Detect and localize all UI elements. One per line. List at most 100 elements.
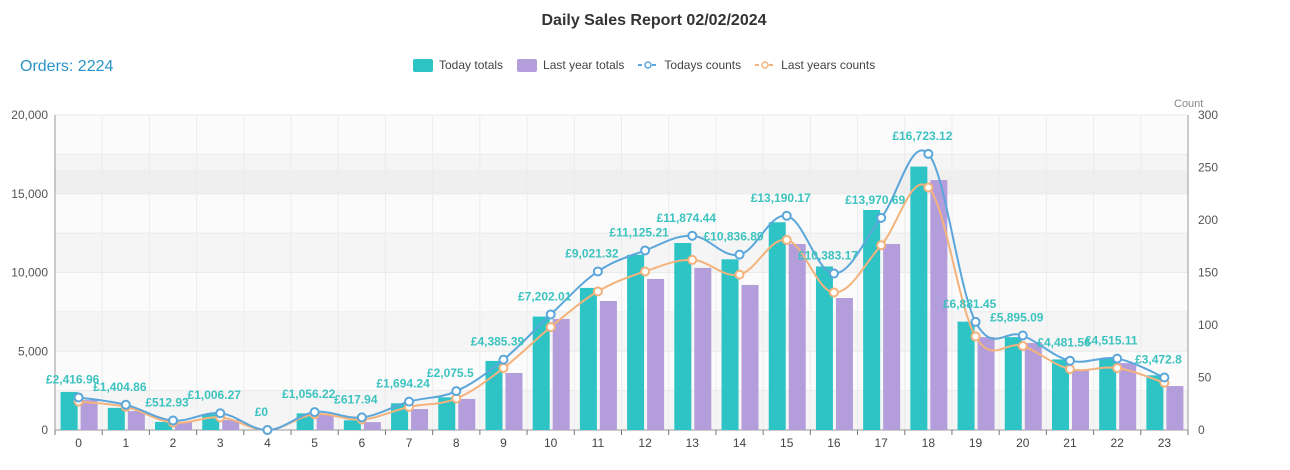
data-label: £617.94 (334, 392, 378, 406)
point-last-years-counts (970, 331, 981, 342)
orders-count: Orders: 2224 (20, 58, 114, 75)
point-todays-counts (970, 316, 981, 327)
point-todays-counts (876, 212, 887, 223)
point-todays-counts (1017, 330, 1028, 341)
y-right-tick-label: 100 (1198, 318, 1218, 332)
line-marker-icon (638, 61, 659, 69)
y-left-tick-label: 0 (41, 423, 48, 437)
data-label: £1,006.27 (188, 388, 242, 402)
bar-last-year-total (552, 318, 570, 430)
bar-today-total (532, 316, 550, 430)
bar-today-total (674, 242, 692, 430)
point-todays-counts (781, 210, 792, 221)
point-last-years-counts (687, 254, 698, 265)
data-label: £2,075.5 (427, 366, 474, 380)
bar-last-year-total (1071, 369, 1089, 430)
data-label: £6,881.45 (943, 297, 997, 311)
data-label: £1,056.22 (282, 387, 336, 401)
bar-today-total (155, 421, 173, 430)
point-last-years-counts (1064, 364, 1075, 375)
bar-today-total (579, 287, 597, 430)
y-right-tick-label: 250 (1198, 161, 1218, 175)
legend-todays-counts[interactable]: Todays counts (638, 58, 741, 72)
point-todays-counts (215, 408, 226, 419)
x-tick-label: 11 (592, 436, 605, 450)
x-tick-label: 9 (500, 436, 507, 450)
bar-last-year-total (1119, 363, 1137, 430)
y-left-tick-label: 10,000 (11, 266, 48, 280)
point-last-years-counts (923, 182, 934, 193)
bar-today-total (1004, 337, 1022, 430)
point-last-years-counts (592, 286, 603, 297)
data-label: £11,125.21 (609, 225, 669, 239)
bar-last-year-total (788, 243, 806, 430)
x-tick-label: 16 (827, 436, 841, 450)
bar-last-year-total (1166, 386, 1184, 430)
data-label: £10,836.89 (703, 230, 763, 244)
bar-last-year-total (1024, 343, 1042, 430)
x-tick-label: 18 (922, 436, 936, 450)
data-label: £16,723.12 (892, 129, 952, 143)
bar-last-year-total (835, 298, 853, 430)
bar-today-total (910, 166, 928, 431)
x-tick-label: 8 (453, 436, 460, 450)
point-last-years-counts (640, 266, 651, 277)
x-tick-label: 14 (733, 436, 747, 450)
y-right-tick-label: 50 (1198, 371, 1212, 385)
data-label: £4,481.56 (1037, 336, 1091, 350)
x-tick-label: 3 (217, 436, 224, 450)
data-label: £0 (255, 405, 269, 419)
point-todays-counts (1112, 353, 1123, 364)
x-tick-label: 23 (1158, 436, 1172, 450)
bar-last-year-total (363, 422, 381, 430)
data-label: £7,202.01 (518, 290, 572, 304)
legend-label: Today totals (439, 58, 504, 72)
data-label: £2,416.96 (46, 372, 100, 386)
data-label: £512.93 (145, 396, 189, 410)
point-last-years-counts (1112, 363, 1123, 374)
x-tick-label: 13 (686, 436, 700, 450)
point-todays-counts (640, 245, 651, 256)
chart-title: Daily Sales Report 02/02/2024 (541, 12, 767, 29)
point-todays-counts (168, 415, 179, 426)
point-todays-counts (356, 412, 367, 423)
bar-last-year-total (883, 243, 901, 430)
point-last-years-counts (545, 322, 556, 333)
point-todays-counts (1159, 372, 1170, 383)
y-right-tick-label: 300 (1198, 108, 1218, 122)
bar-today-total (1146, 375, 1164, 430)
bar-last-year-total (316, 414, 334, 430)
x-tick-label: 0 (75, 436, 82, 450)
data-label: £11,874.44 (657, 211, 717, 225)
legend-last-years-counts[interactable]: Last years counts (755, 58, 875, 72)
data-label: £9,021.32 (565, 246, 619, 260)
legend-today-totals[interactable]: Today totals (413, 58, 503, 72)
bar-today-total (343, 420, 361, 430)
legend-swatch (517, 58, 538, 72)
x-tick-label: 15 (780, 436, 794, 450)
legend-label: Todays counts (664, 58, 742, 72)
point-todays-counts (451, 386, 462, 397)
point-todays-counts (120, 399, 131, 410)
point-todays-counts (828, 268, 839, 279)
bar-today-total (438, 397, 456, 430)
point-last-years-counts (1017, 341, 1028, 351)
data-label: £13,190.17 (751, 191, 811, 205)
data-label: £4,515.11 (1085, 334, 1138, 348)
bar-last-year-total (599, 301, 617, 430)
point-todays-counts (404, 396, 415, 407)
point-todays-counts (687, 230, 698, 241)
y-left-tick-label: 15,000 (11, 187, 48, 201)
bar-last-year-total (977, 337, 995, 430)
bar-today-total (815, 266, 833, 430)
data-label: £5,895.09 (990, 311, 1044, 325)
bar-today-total (107, 407, 125, 430)
x-tick-label: 7 (406, 436, 413, 450)
point-last-years-counts (781, 234, 792, 245)
x-tick-label: 17 (874, 436, 888, 450)
y-right-tick-label: 0 (1198, 423, 1205, 437)
x-tick-label: 1 (122, 436, 129, 450)
legend-last-year-totals[interactable]: Last year totals (517, 58, 624, 72)
data-label: £10,383.17 (798, 249, 858, 263)
